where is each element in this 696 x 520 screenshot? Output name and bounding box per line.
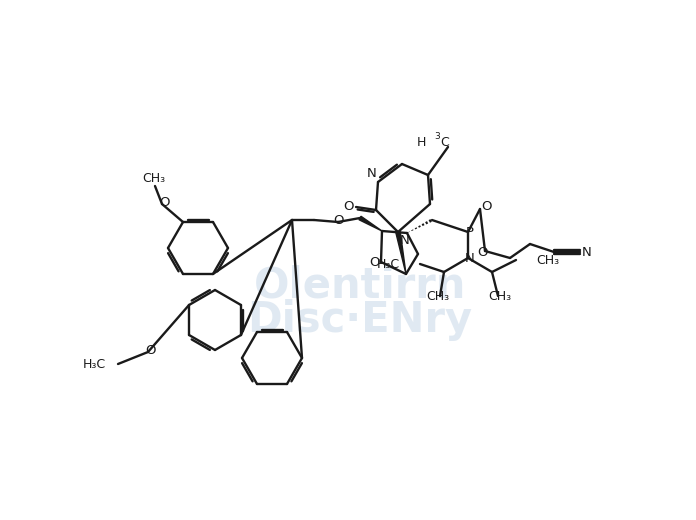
Text: N: N (366, 167, 376, 180)
Text: 3: 3 (434, 132, 440, 141)
Polygon shape (359, 216, 382, 231)
Text: H: H (417, 136, 426, 150)
Text: H₃C: H₃C (83, 358, 106, 371)
Text: O: O (159, 196, 169, 209)
Polygon shape (396, 231, 406, 274)
Text: P: P (466, 227, 474, 240)
Text: O: O (145, 344, 155, 357)
Text: Disc·ENry: Disc·ENry (248, 299, 473, 341)
Text: O: O (477, 245, 487, 258)
Text: CH₃: CH₃ (489, 291, 512, 304)
Text: O: O (370, 255, 380, 268)
Text: O: O (333, 214, 343, 228)
Text: N: N (465, 253, 475, 266)
Text: C: C (440, 136, 449, 150)
Text: N: N (400, 234, 410, 247)
Text: CH₃: CH₃ (536, 254, 559, 267)
Text: O: O (344, 201, 354, 214)
Text: O: O (481, 200, 491, 213)
Text: H₃C: H₃C (377, 258, 400, 271)
Text: CH₃: CH₃ (143, 173, 166, 186)
Text: N: N (582, 246, 592, 259)
Text: Olentirrn: Olentirrn (254, 264, 466, 306)
Text: CH₃: CH₃ (427, 291, 450, 304)
